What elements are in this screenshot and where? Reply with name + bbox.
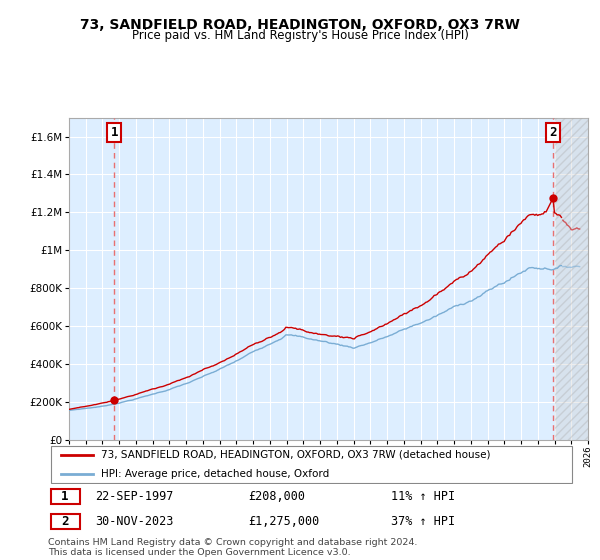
FancyBboxPatch shape	[50, 489, 80, 504]
Text: £1,275,000: £1,275,000	[248, 515, 320, 528]
Text: £208,000: £208,000	[248, 490, 305, 503]
Text: Price paid vs. HM Land Registry's House Price Index (HPI): Price paid vs. HM Land Registry's House …	[131, 29, 469, 42]
Text: Contains HM Land Registry data © Crown copyright and database right 2024.
This d: Contains HM Land Registry data © Crown c…	[48, 538, 418, 557]
FancyBboxPatch shape	[50, 446, 572, 483]
Text: 73, SANDFIELD ROAD, HEADINGTON, OXFORD, OX3 7RW: 73, SANDFIELD ROAD, HEADINGTON, OXFORD, …	[80, 18, 520, 32]
Text: 1: 1	[61, 490, 68, 503]
Bar	[554, 118, 588, 440]
Text: 37% ↑ HPI: 37% ↑ HPI	[391, 515, 455, 528]
Text: 30-NOV-2023: 30-NOV-2023	[95, 515, 174, 528]
Text: 11% ↑ HPI: 11% ↑ HPI	[391, 490, 455, 503]
Text: 22-SEP-1997: 22-SEP-1997	[95, 490, 174, 503]
FancyBboxPatch shape	[50, 514, 80, 529]
Text: HPI: Average price, detached house, Oxford: HPI: Average price, detached house, Oxfo…	[101, 469, 329, 478]
Text: 73, SANDFIELD ROAD, HEADINGTON, OXFORD, OX3 7RW (detached house): 73, SANDFIELD ROAD, HEADINGTON, OXFORD, …	[101, 450, 490, 460]
Text: 2: 2	[550, 126, 557, 139]
Text: 2: 2	[61, 515, 68, 528]
Text: 1: 1	[110, 126, 118, 139]
